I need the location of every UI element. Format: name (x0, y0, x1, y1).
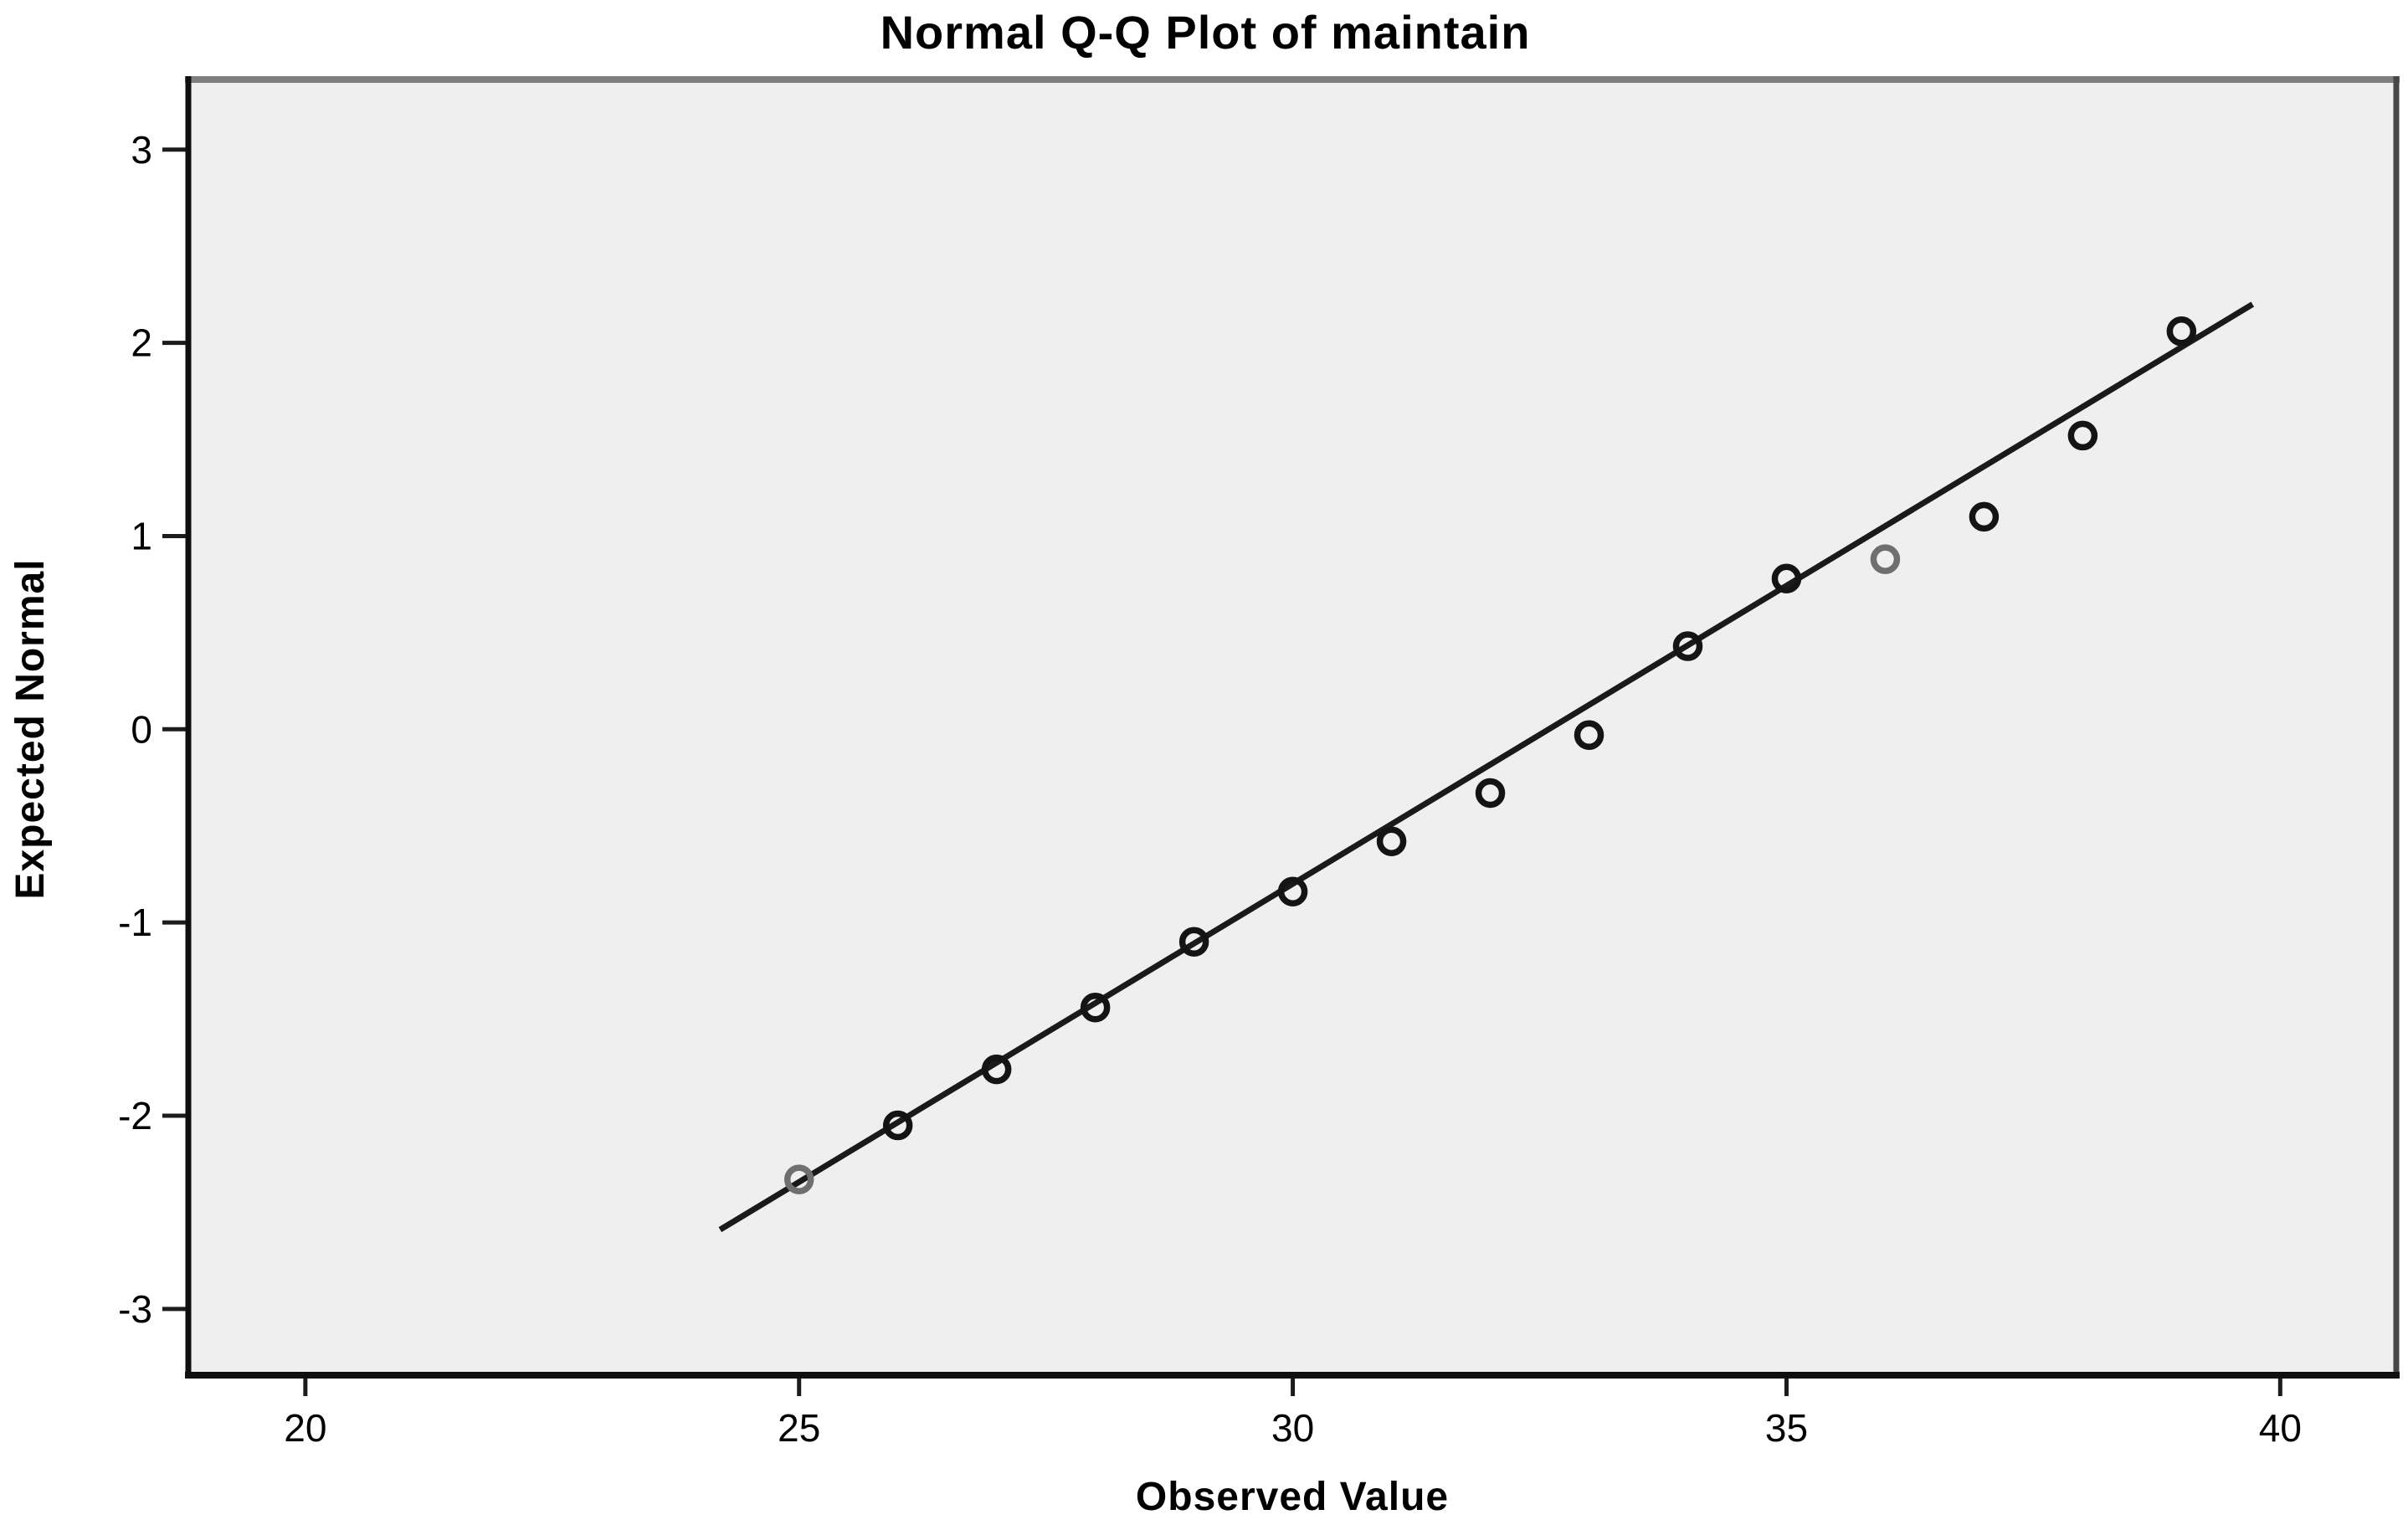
data-point (1870, 544, 1901, 574)
x-tick-label: 30 (1271, 1406, 1314, 1450)
axis-ticks-layer: 20 25 30 35 40 3 2 1 0 -1 -2 -3 (118, 128, 2302, 1450)
data-point (1475, 778, 1506, 809)
trend-line (718, 301, 2255, 1233)
x-tick-label: 25 (778, 1406, 820, 1450)
data-point (1376, 826, 1407, 856)
data-point (783, 1164, 814, 1194)
y-tick-label: -3 (118, 1287, 152, 1331)
data-point (1277, 876, 1308, 906)
y-tick-label: 3 (131, 128, 152, 172)
x-tick-label: 35 (1765, 1406, 1808, 1450)
plot-area (191, 82, 2394, 1373)
data-point (882, 1110, 913, 1141)
data-point (1969, 501, 2000, 532)
plot-background-layer (191, 82, 2394, 1373)
data-point (1672, 631, 1703, 661)
y-axis-title: Expected Normal (8, 558, 53, 899)
data-point (2166, 316, 2197, 347)
x-tick-label: 40 (2259, 1406, 2302, 1450)
x-axis-title: Observed Value (1136, 1475, 1449, 1519)
data-point (1178, 927, 1209, 957)
data-point (981, 1054, 1012, 1085)
y-tick-label: -1 (118, 901, 152, 944)
data-point (2067, 420, 2098, 451)
data-marks-layer (718, 301, 2255, 1233)
y-tick-label: -2 (118, 1094, 152, 1137)
y-tick-label: 2 (131, 321, 152, 365)
x-tick-label: 20 (284, 1406, 326, 1450)
y-tick-label: 0 (131, 707, 152, 751)
data-point (1574, 720, 1604, 750)
data-point (1080, 992, 1111, 1023)
data-point (1771, 563, 1802, 594)
plot-frame-layer (185, 76, 2400, 1379)
chart-title: Normal Q-Q Plot of maintain (881, 6, 1531, 59)
y-tick-label: 1 (131, 514, 152, 557)
